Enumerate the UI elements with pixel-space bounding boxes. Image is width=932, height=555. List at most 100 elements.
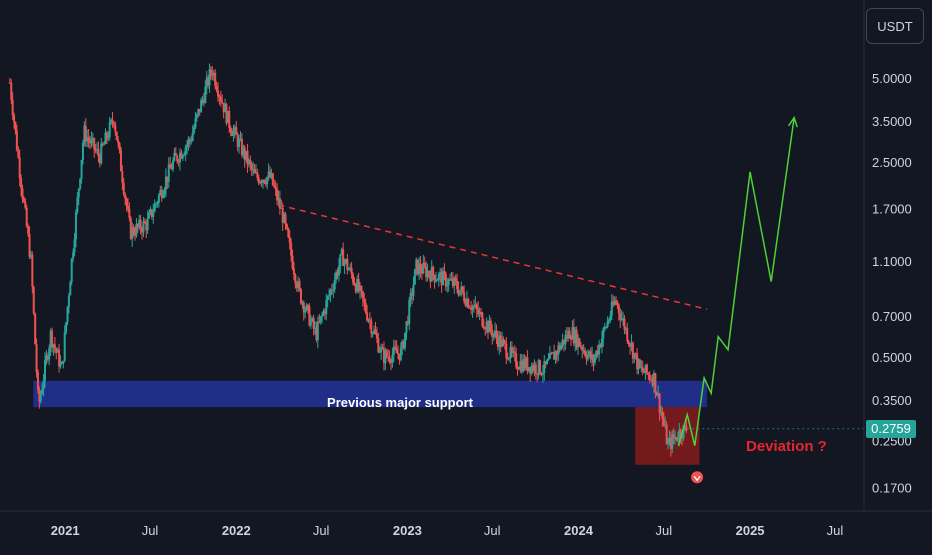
candle-body: [477, 309, 480, 315]
candle-body: [650, 379, 653, 381]
down-arrow-icon: [691, 471, 704, 484]
candle-body: [433, 274, 436, 282]
candle-body: [250, 163, 253, 170]
candle-body: [62, 360, 65, 364]
candle-body: [432, 266, 435, 275]
candle-body: [443, 270, 446, 274]
candle-body: [420, 271, 423, 274]
candle-body: [547, 358, 550, 360]
candle-body: [537, 360, 540, 375]
candle-body: [94, 149, 97, 151]
candle-body: [101, 143, 104, 146]
candle-body: [201, 99, 204, 101]
candle-body: [463, 292, 466, 302]
candle-body: [84, 125, 87, 142]
candle-body: [288, 237, 291, 243]
candle-body: [10, 82, 13, 100]
candle-body: [240, 138, 243, 156]
candle-body: [63, 332, 66, 361]
candle-body: [326, 296, 329, 301]
candle-body: [529, 367, 532, 374]
candle-body: [385, 350, 388, 357]
candle-body: [204, 86, 207, 103]
candle-body: [125, 198, 128, 206]
candle-body: [34, 313, 37, 345]
candle-body: [131, 227, 134, 239]
candle-body: [202, 99, 205, 103]
candle-body: [167, 164, 170, 182]
candle-body: [257, 177, 260, 184]
candle-body: [579, 346, 582, 348]
candle-body: [150, 209, 153, 217]
candle-body: [674, 436, 677, 439]
candle-body: [105, 132, 108, 139]
candle-body: [392, 346, 395, 355]
x-tick-label: Jul: [142, 523, 159, 538]
candle-body: [606, 321, 609, 328]
candle-body: [115, 131, 118, 141]
candle-body: [339, 254, 342, 267]
candle-body: [87, 137, 90, 141]
candle-body: [494, 330, 497, 334]
candle-body: [281, 207, 284, 223]
candle-body: [654, 373, 657, 393]
candle-body: [112, 122, 115, 125]
candle-body: [557, 345, 560, 355]
currency-selector[interactable]: USDT: [866, 8, 924, 44]
candle-body: [305, 304, 308, 311]
candle-body: [442, 270, 445, 286]
candle-body: [624, 328, 627, 330]
candle-body: [415, 259, 418, 270]
candle-body: [93, 138, 96, 150]
candle-body: [647, 373, 650, 375]
candle-body: [610, 301, 613, 316]
candle-body: [676, 439, 679, 441]
candle-body: [399, 347, 402, 360]
candle-body: [453, 277, 456, 286]
candle-body: [634, 353, 637, 355]
candle-body: [114, 124, 117, 132]
candle-body: [218, 96, 221, 98]
candle-body: [672, 434, 675, 439]
candle-body: [224, 104, 227, 113]
candle-body: [482, 326, 485, 329]
candle-body: [45, 355, 48, 361]
candle-body: [496, 337, 499, 348]
candle-body: [568, 330, 571, 339]
candle-body: [335, 272, 338, 281]
candle-body: [58, 349, 61, 367]
x-tick-label: Jul: [827, 523, 844, 538]
candle-body: [157, 194, 160, 203]
candle-body: [395, 348, 398, 354]
candle-body: [342, 249, 345, 266]
candle-body: [388, 356, 391, 362]
candle-body: [636, 353, 639, 370]
candle-body: [188, 139, 191, 141]
candle-body: [475, 304, 478, 310]
candle-body: [264, 182, 267, 185]
candle-body: [360, 286, 363, 292]
candle-body: [134, 234, 137, 236]
candle-body: [80, 159, 83, 179]
candle-body: [401, 341, 404, 348]
candle-body: [363, 299, 366, 303]
y-tick-label: 2.5000: [872, 155, 912, 170]
current-price-value: 0.2759: [871, 421, 911, 437]
candle-body: [512, 351, 515, 353]
candle-body: [174, 152, 177, 156]
candle-body: [481, 312, 484, 327]
candle-body: [378, 351, 381, 353]
candle-body: [269, 171, 272, 178]
candle-body: [162, 194, 165, 198]
candle-body: [27, 226, 30, 234]
candle-body: [111, 119, 114, 123]
candle-body: [615, 300, 618, 303]
candle-body: [652, 373, 655, 386]
candle-body: [51, 330, 54, 348]
candle-body: [308, 306, 311, 326]
candle-body: [337, 266, 340, 276]
candle-body: [544, 361, 547, 365]
candle-body: [446, 285, 449, 287]
